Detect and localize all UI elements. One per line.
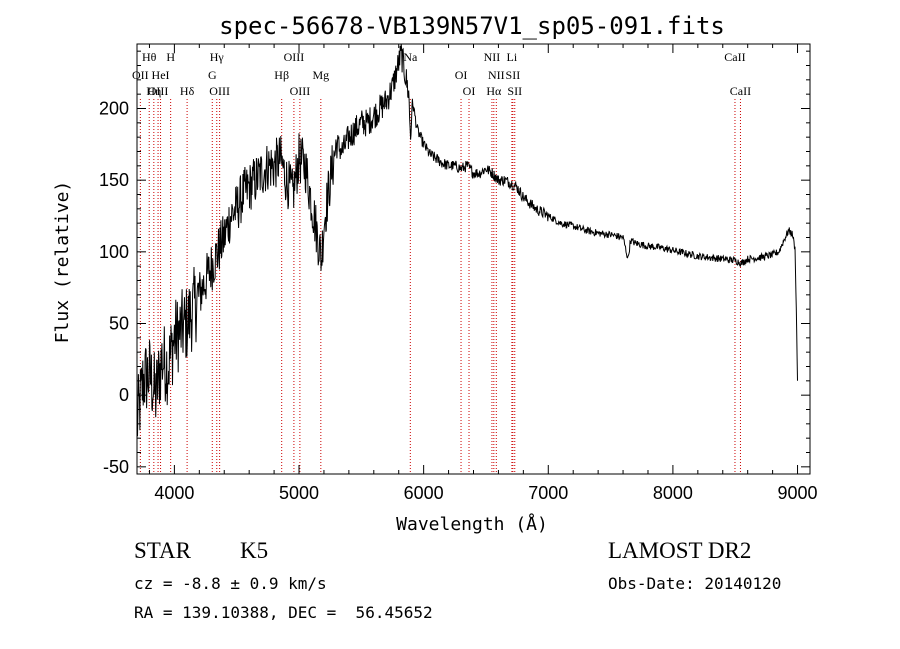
- x-axis-ticks: 4000 5000 6000 7000 8000 9000: [148, 44, 818, 503]
- plot-frame: [136, 43, 811, 475]
- y-axis-label: Flux (relative): [52, 181, 73, 344]
- marker-label: OIII: [290, 84, 311, 98]
- chart-title: spec-56678-VB139N57V1_sp05-091.fits: [219, 12, 725, 40]
- marker-label: Na: [403, 50, 418, 64]
- y-tick-label: 0: [119, 385, 129, 405]
- marker-label: Mg: [312, 68, 329, 82]
- marker-label: CaII: [724, 50, 745, 64]
- y-tick-label: 150: [99, 170, 129, 190]
- marker-label: SII: [507, 84, 522, 98]
- x-axis-label: Wavelength (Å): [396, 513, 548, 535]
- x-tick-label: 9000: [778, 483, 818, 503]
- marker-label: HeI: [152, 68, 170, 82]
- coordinates-text: RA = 139.10388, DEC = 56.45652: [134, 603, 433, 622]
- marker-label: OI: [463, 84, 476, 98]
- marker-label: H: [166, 50, 175, 64]
- marker-label: OIII: [284, 50, 305, 64]
- y-tick-label: 100: [99, 242, 129, 262]
- class-label: STAR: [134, 538, 191, 563]
- marker-label: OII: [132, 68, 149, 82]
- y-tick-label: 50: [109, 314, 129, 334]
- marker-label: Hδ: [180, 84, 195, 98]
- x-tick-label: 6000: [404, 483, 444, 503]
- marker-label: Hθ: [142, 50, 157, 64]
- marker-label: OIII: [209, 84, 230, 98]
- survey-label: LAMOST DR2: [608, 538, 752, 563]
- marker-label: NII: [488, 68, 505, 82]
- marker-label: Hγ: [210, 50, 225, 64]
- x-tick-label: 7000: [528, 483, 568, 503]
- marker-label: Li: [507, 50, 518, 64]
- marker-label: Hα: [486, 84, 502, 98]
- marker-label: OIII: [148, 84, 169, 98]
- subclass-label: K5: [240, 538, 269, 563]
- obs-date-text: Obs-Date: 20140120: [608, 574, 782, 593]
- marker-label: Hη: [146, 84, 161, 98]
- marker-label: NII: [484, 50, 501, 64]
- emission-line-markers: [139, 99, 741, 474]
- spectrum-line: [136, 43, 798, 437]
- marker-label: SII: [506, 68, 521, 82]
- y-tick-label: 200: [99, 99, 129, 119]
- marker-label: Hβ: [274, 68, 289, 82]
- y-axis-ticks: -50 0 50 100 150 200: [99, 50, 810, 477]
- marker-label: OI: [455, 68, 468, 82]
- y-tick-label: -50: [103, 457, 129, 477]
- velocity-text: cz = -8.8 ± 0.9 km/s: [134, 574, 327, 593]
- x-tick-label: 4000: [154, 483, 194, 503]
- x-tick-label: 8000: [653, 483, 693, 503]
- marker-label: G: [208, 68, 217, 82]
- marker-label: CaII: [730, 84, 751, 98]
- x-tick-label: 5000: [279, 483, 319, 503]
